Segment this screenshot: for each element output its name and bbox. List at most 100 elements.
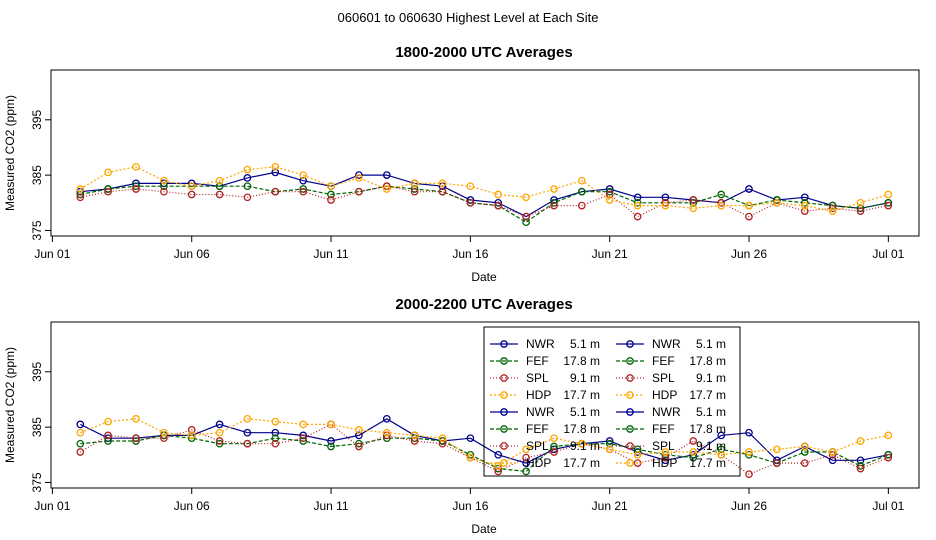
legend-series-name: HDP: [652, 456, 677, 470]
legend-series-height: 5.1 m: [696, 337, 726, 351]
data-point-hdp: [438, 434, 447, 443]
data-point-hdp: [160, 176, 168, 185]
data-point-hdp: [187, 431, 196, 440]
data-point-spl: [884, 201, 893, 210]
legend-series-height: 17.8 m: [689, 354, 726, 368]
data-point-hdp: [104, 168, 112, 177]
data-point-spl: [132, 434, 140, 443]
data-point-hdp: [438, 179, 447, 188]
legend-series-height: 9.1 m: [570, 371, 600, 385]
x-tick-label: Jun 06: [174, 247, 210, 261]
legend-series-height: 17.7 m: [689, 388, 726, 402]
y-tick-label: 385: [30, 417, 44, 437]
data-point-nwr: [327, 437, 335, 445]
legend-series-height: 9.1 m: [696, 439, 726, 453]
data-point-spl: [828, 450, 837, 459]
data-point-spl: [132, 185, 140, 193]
data-point-spl: [187, 426, 196, 434]
data-point-spl: [215, 437, 224, 445]
data-point-fef: [717, 445, 726, 454]
data-point-fef: [605, 439, 614, 448]
data-point-hdp: [856, 198, 865, 207]
data-point-spl: [550, 448, 558, 456]
legend-marker: [626, 425, 634, 433]
data-point-spl: [773, 459, 781, 467]
y-tick-label: 395: [30, 109, 44, 129]
legend: NWR 5.1 m FEF 17.8 m SPL 9.1 m HDP 17.7 m NWR 5.1…: [483, 326, 741, 477]
legend-series-height: 5.1 m: [696, 405, 726, 419]
x-axis-label: Date: [471, 522, 497, 536]
data-point-spl: [828, 204, 837, 213]
data-point-nwr: [494, 450, 503, 459]
data-point-hdp: [577, 439, 586, 448]
data-point-hdp: [605, 445, 614, 454]
data-point-hdp: [327, 182, 335, 191]
data-point-fef: [577, 187, 586, 196]
data-point-hdp: [884, 431, 893, 440]
data-point-fef: [633, 198, 642, 207]
data-point-spl: [884, 453, 893, 462]
legend-marker: [626, 357, 634, 365]
x-axis: Jun 01 Jun 06 Jun 11 Jun 16 Jun 21 Jun 26 Jul …: [34, 488, 905, 513]
legend-marker: [500, 374, 508, 382]
data-point-nwr: [745, 428, 753, 437]
data-point-nwr: [355, 171, 363, 179]
legend-series-height: 17.7 m: [563, 388, 600, 402]
y-tick-label: 395: [30, 361, 44, 381]
data-point-spl: [800, 459, 809, 467]
data-point-spl: [856, 464, 865, 473]
x-tick-label: Jun 26: [731, 499, 767, 513]
legend-series-height: 5.1 m: [570, 337, 600, 351]
legend-marker: [500, 357, 508, 365]
x-tick-label: Jun 16: [452, 499, 488, 513]
series-line-fef: [80, 434, 889, 473]
x-tick-label: Jul 01: [872, 247, 904, 261]
data-point-nwr: [661, 456, 670, 465]
data-point-fef: [327, 442, 335, 451]
series-line-hdp: [79, 166, 889, 212]
y-tick-label: 375: [30, 472, 44, 492]
data-point-nwr: [828, 456, 837, 465]
data-point-hdp: [466, 182, 475, 191]
data-point-hdp: [577, 176, 586, 185]
data-point-nwr: [271, 168, 280, 177]
data-point-spl: [577, 201, 586, 210]
data-point-hdp: [550, 185, 558, 193]
data-point-hdp: [717, 201, 726, 210]
data-point-spl: [271, 187, 280, 196]
data-point-nwr: [243, 174, 252, 182]
data-point-spl: [160, 187, 168, 196]
panel-title: 1800-2000 UTC Averages: [395, 44, 572, 61]
data-point-fef: [745, 450, 753, 459]
figure-title: 060601 to 060630 Highest Level at Each S…: [338, 10, 599, 25]
data-point-spl: [661, 453, 670, 462]
data-point-nwr: [800, 193, 809, 202]
data-point-hdp: [104, 417, 112, 426]
data-point-spl: [689, 437, 698, 445]
legend-series-name: SPL: [526, 371, 549, 385]
data-point-nwr: [76, 420, 85, 429]
data-point-fef: [104, 437, 112, 445]
legend-series-name: FEF: [526, 422, 549, 436]
data-point-fef: [104, 185, 112, 193]
legend-series-height: 17.8 m: [563, 354, 600, 368]
data-point-hdp: [522, 193, 530, 202]
data-point-nwr: [466, 434, 475, 443]
legend-marker: [626, 374, 634, 382]
legend-series-height: 17.8 m: [563, 422, 600, 436]
data-point-spl: [243, 439, 252, 448]
data-point-hdp: [187, 182, 196, 191]
legend-series-name: SPL: [652, 371, 675, 385]
data-point-hdp: [76, 185, 85, 193]
legend-series-name: SPL: [526, 439, 549, 453]
data-point-fef: [522, 467, 530, 476]
data-point-hdp: [689, 448, 698, 456]
data-point-hdp: [605, 196, 614, 204]
x-tick-label: Jun 21: [592, 499, 628, 513]
data-point-hdp: [243, 414, 252, 423]
data-point-spl: [745, 470, 753, 479]
data-point-hdp: [856, 437, 865, 445]
data-point-nwr: [243, 428, 252, 437]
data-point-hdp: [745, 448, 753, 456]
